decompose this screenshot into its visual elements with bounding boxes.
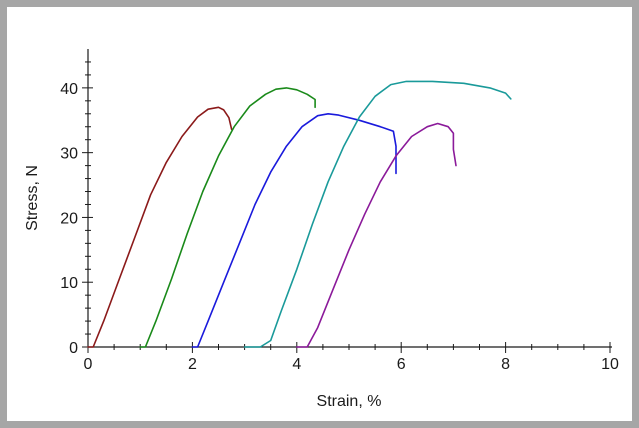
stress-strain-chart: 0 2 4 6 8 10 0 10 20 30 40 Strain, % Stress, N: [24, 49, 619, 410]
series-line-1: [87, 106, 233, 348]
y-tick-label: 10: [60, 275, 78, 292]
series-line-2: [139, 87, 316, 348]
x-tick-label: 0: [84, 356, 93, 373]
x-tick-label: 4: [292, 356, 301, 373]
series-line-5: [296, 122, 457, 348]
series-line-4: [243, 80, 512, 348]
x-tick-label: 6: [397, 356, 406, 373]
x-tick-label: 8: [501, 356, 510, 373]
y-tick-label: 30: [60, 146, 78, 163]
y-tick-label: 40: [60, 81, 78, 98]
axes: 0 2 4 6 8 10 0 10 20 30 40: [60, 49, 619, 373]
axis-labels: Strain, % Stress, N: [24, 165, 381, 410]
x-tick-label: 2: [188, 356, 197, 373]
x-axis-label: Strain, %: [317, 393, 382, 410]
y-tick-label: 20: [60, 210, 78, 227]
x-tick-label: 10: [601, 356, 619, 373]
y-axis-label: Stress, N: [24, 165, 41, 231]
y-tick-label: 0: [69, 340, 78, 357]
series-line-3: [191, 113, 397, 348]
series-layer: [87, 80, 512, 348]
